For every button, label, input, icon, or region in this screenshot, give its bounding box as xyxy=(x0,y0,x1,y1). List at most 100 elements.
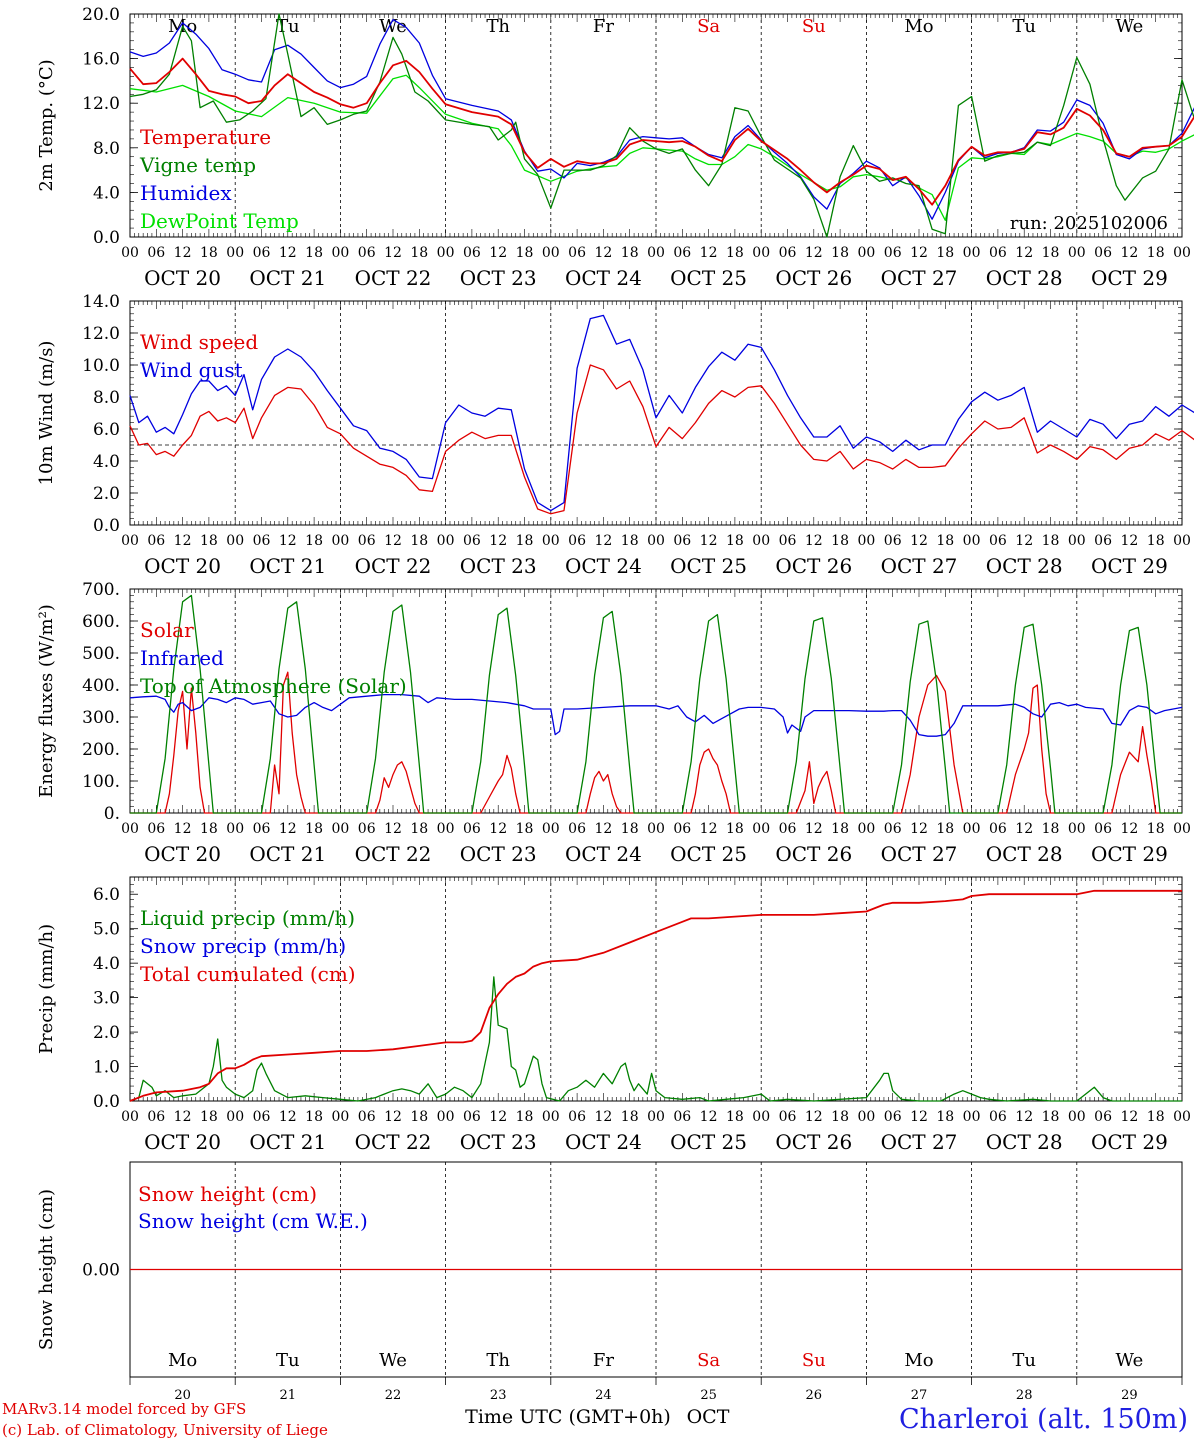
hour-tick-label: 18 xyxy=(1042,1109,1060,1125)
hour-tick-label: 00 xyxy=(647,1109,665,1125)
hour-tick-label: 00 xyxy=(121,821,139,837)
date-label: OCT 22 xyxy=(355,1130,432,1154)
date-label: OCT 23 xyxy=(460,842,537,866)
wind-frame xyxy=(129,300,1183,526)
hour-tick-label: 18 xyxy=(936,533,954,549)
legend-entry: Top of Atmosphere (Solar) xyxy=(140,674,407,698)
hour-tick-label: 18 xyxy=(726,1109,744,1125)
hour-tick-label: 18 xyxy=(726,533,744,549)
day-of-week-label: Th xyxy=(486,1350,510,1371)
hour-tick-label: 18 xyxy=(621,1109,639,1125)
series-line-liquid-precip-mm-h xyxy=(129,976,1182,1102)
hour-tick-label: 18 xyxy=(726,821,744,837)
day-of-week-label: We xyxy=(1116,16,1144,37)
date-label: OCT 25 xyxy=(670,554,747,578)
hour-tick-label: 12 xyxy=(700,1109,718,1125)
day-of-week-label: Mo xyxy=(168,1350,197,1371)
y-tick-label: 300. xyxy=(82,708,120,728)
hour-tick-label: 00 xyxy=(226,821,244,837)
hour-tick-label: 18 xyxy=(410,1109,428,1125)
hour-tick-label: 12 xyxy=(700,821,718,837)
hour-tick-label: 00 xyxy=(1068,533,1086,549)
date-label: OCT 21 xyxy=(249,842,326,866)
temperature-panel: 0.0 4.0 8.0 12.0 16.0 20.0 2m Temp. (°C) Mo Tu We… xyxy=(36,5,1194,290)
hour-tick-label: 12 xyxy=(279,1109,297,1125)
legend-entry: Snow height (cm W.E.) xyxy=(138,1209,368,1233)
hour-tick-label: 00 xyxy=(226,245,244,261)
hour-tick-label: 18 xyxy=(200,533,218,549)
date-label: OCT 25 xyxy=(670,266,747,290)
hour-tick-label: 12 xyxy=(594,1109,612,1125)
hour-tick-label: 00 xyxy=(121,245,139,261)
hour-tick-label: 06 xyxy=(358,821,376,837)
series-line-wind-speed xyxy=(129,364,1194,515)
precip-ylabel: Precip (mm/h) xyxy=(36,924,57,1054)
hour-tick-label: 12 xyxy=(489,821,507,837)
hour-tick-label: 06 xyxy=(673,245,691,261)
y-tick-label: 100. xyxy=(82,772,120,792)
hour-tick-label: 18 xyxy=(936,245,954,261)
hour-tick-label: 06 xyxy=(884,533,902,549)
series-line-vigne-temp xyxy=(129,13,1194,238)
hour-tick-label: 12 xyxy=(805,821,823,837)
hour-tick-label: 00 xyxy=(857,821,875,837)
hour-tick-label: 12 xyxy=(174,821,192,837)
y-tick-label: 4.0 xyxy=(93,452,120,472)
hour-tick-label: 00 xyxy=(226,533,244,549)
day-number-label: 20 xyxy=(174,1388,191,1403)
hour-tick-label: 00 xyxy=(1173,245,1191,261)
hour-tick-label: 12 xyxy=(384,245,402,261)
legend-entry: Solar xyxy=(140,618,194,642)
hour-tick-label: 00 xyxy=(121,1109,139,1125)
date-label: OCT 21 xyxy=(249,554,326,578)
date-label: OCT 23 xyxy=(460,554,537,578)
y-tick-label: 6.0 xyxy=(93,885,120,905)
hour-tick-label: 06 xyxy=(1094,533,1112,549)
hour-tick-label: 06 xyxy=(358,533,376,549)
hour-tick-label: 00 xyxy=(1173,821,1191,837)
hour-tick-label: 00 xyxy=(963,821,981,837)
day-number-label: 24 xyxy=(595,1388,612,1403)
date-label: OCT 20 xyxy=(144,842,221,866)
hour-tick-label: 00 xyxy=(963,1109,981,1125)
legend-entry: Humidex xyxy=(140,181,232,205)
hour-tick-label: 00 xyxy=(647,533,665,549)
hour-tick-label: 12 xyxy=(489,1109,507,1125)
hour-tick-label: 12 xyxy=(1015,821,1033,837)
hour-tick-label: 00 xyxy=(1173,533,1191,549)
y-tick-label: 0.0 xyxy=(93,228,120,248)
y-tick-label: 2.0 xyxy=(93,1023,120,1043)
hour-tick-label: 12 xyxy=(910,533,928,549)
series-line-dewpoint-temp xyxy=(129,74,1194,221)
hour-tick-label: 06 xyxy=(358,1109,376,1125)
day-of-week-label: Mo xyxy=(904,1350,933,1371)
hour-tick-label: 12 xyxy=(1120,821,1138,837)
date-label: OCT 21 xyxy=(249,1130,326,1154)
y-tick-label: 0.0 xyxy=(93,1092,120,1112)
day-of-week-label: Tu xyxy=(1012,16,1036,37)
hour-tick-label: 12 xyxy=(910,1109,928,1125)
snow-panel: 0.00 Snow height (cm) Snow height (cm) Snow… xyxy=(36,1161,1183,1403)
hour-tick-label: 00 xyxy=(542,1109,560,1125)
hour-tick-label: 18 xyxy=(305,245,323,261)
hour-tick-label: 00 xyxy=(542,821,560,837)
day-number-label: 29 xyxy=(1121,1388,1138,1403)
y-tick-label: 4.0 xyxy=(93,954,120,974)
y-tick-label: 0.0 xyxy=(93,516,120,536)
hour-tick-label: 06 xyxy=(779,533,797,549)
hour-tick-label: 00 xyxy=(647,245,665,261)
hour-tick-label: 06 xyxy=(884,821,902,837)
hour-tick-label: 06 xyxy=(884,245,902,261)
y-tick-label: 16.0 xyxy=(82,50,120,70)
day-of-week-label: We xyxy=(1116,1350,1144,1371)
date-label: OCT 26 xyxy=(775,842,852,866)
hour-tick-label: 12 xyxy=(1120,245,1138,261)
series-line-top-of-atmosphere-solar xyxy=(130,594,1182,814)
date-label: OCT 28 xyxy=(986,1130,1063,1154)
hour-tick-label: 18 xyxy=(200,245,218,261)
hour-tick-label: 00 xyxy=(857,533,875,549)
hour-tick-label: 06 xyxy=(147,1109,165,1125)
y-tick-label: 600. xyxy=(82,612,120,632)
hour-tick-label: 18 xyxy=(1042,821,1060,837)
hour-tick-label: 00 xyxy=(331,245,349,261)
